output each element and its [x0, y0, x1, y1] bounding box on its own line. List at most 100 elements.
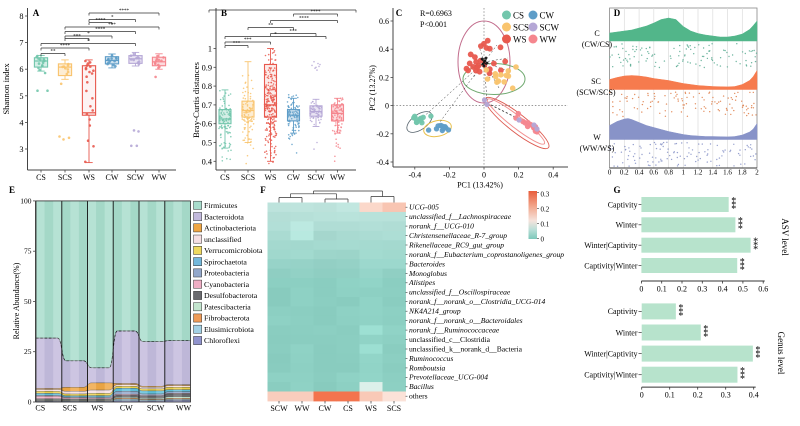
- svg-text:*: *: [740, 257, 745, 268]
- svg-text:-0.2: -0.2: [443, 171, 456, 180]
- svg-text:0.3: 0.3: [721, 391, 731, 400]
- svg-text:Captivity: Captivity: [608, 200, 638, 209]
- svg-text:WW: WW: [176, 404, 192, 413]
- svg-text:0.5: 0.5: [738, 285, 748, 294]
- svg-text:*: *: [740, 374, 745, 385]
- svg-text:*: *: [678, 307, 683, 318]
- svg-text:0: 0: [639, 285, 643, 294]
- svg-text:***: ***: [244, 38, 252, 43]
- svg-text:Elusimicrobiota: Elusimicrobiota: [204, 325, 254, 334]
- svg-text:Romboutsia: Romboutsia: [408, 363, 445, 372]
- svg-text:unclassified_c__Clostridia: unclassified_c__Clostridia: [409, 335, 491, 344]
- svg-text:Proteobacteria: Proteobacteria: [204, 269, 250, 278]
- svg-text:F: F: [260, 185, 266, 195]
- svg-text:WS: WS: [365, 404, 377, 413]
- svg-text:Fibrobacterota: Fibrobacterota: [204, 314, 250, 323]
- svg-text:Winter|Captivity: Winter|Captivity: [584, 349, 637, 358]
- svg-text:SCW: SCW: [540, 23, 560, 33]
- svg-text:Bacillus: Bacillus: [409, 382, 434, 391]
- svg-text:*: *: [731, 196, 736, 207]
- svg-text:norank_f__UCG-010: norank_f__UCG-010: [409, 222, 474, 231]
- svg-text:D: D: [614, 8, 621, 18]
- svg-text:SCW: SCW: [127, 173, 145, 182]
- svg-text:-0.4: -0.4: [376, 158, 389, 167]
- svg-text:Verrucomicrobiota: Verrucomicrobiota: [204, 246, 263, 255]
- svg-text:7: 7: [19, 39, 23, 48]
- svg-text:75: 75: [24, 247, 32, 256]
- svg-text:*: *: [755, 349, 760, 360]
- svg-text:****: ****: [311, 10, 322, 15]
- svg-text:0: 0: [541, 235, 545, 243]
- svg-text:1: 1: [208, 45, 212, 54]
- svg-text:*: *: [738, 216, 743, 227]
- svg-text:0.1: 0.1: [665, 391, 675, 400]
- svg-text:*: *: [740, 265, 745, 276]
- svg-text:CW: CW: [319, 404, 332, 413]
- svg-text:WS: WS: [83, 173, 95, 182]
- svg-text:SCW: SCW: [307, 173, 325, 182]
- svg-text:Ruminococcus: Ruminococcus: [408, 354, 453, 363]
- svg-text:0.5: 0.5: [202, 139, 212, 148]
- svg-text:0.3: 0.3: [697, 285, 707, 294]
- svg-text:Bray-Curtis distances: Bray-Curtis distances: [191, 61, 201, 138]
- svg-text:Relative Abundance(%): Relative Abundance(%): [12, 262, 21, 339]
- svg-text:5: 5: [19, 92, 23, 101]
- svg-text:*: *: [740, 370, 745, 381]
- svg-text:unclassified_f__Oscillospirace: unclassified_f__Oscillospiraceae: [409, 288, 511, 297]
- svg-text:Bacteroides: Bacteroides: [409, 259, 445, 268]
- svg-text:****: ****: [60, 44, 71, 49]
- svg-text:0.1: 0.1: [541, 220, 550, 228]
- svg-text:WW: WW: [330, 173, 346, 182]
- svg-text:SCS: SCS: [513, 23, 529, 33]
- svg-text:Spirochaetota: Spirochaetota: [204, 257, 247, 266]
- svg-text:*: *: [111, 16, 114, 21]
- svg-text:8: 8: [19, 12, 23, 21]
- svg-text:0.8: 0.8: [664, 169, 673, 177]
- svg-text:B: B: [221, 8, 227, 18]
- svg-text:C: C: [396, 8, 403, 18]
- svg-text:SCS: SCS: [387, 404, 401, 413]
- svg-text:Actinobacteriota: Actinobacteriota: [204, 224, 256, 233]
- svg-text:Monoglobus: Monoglobus: [408, 269, 447, 278]
- svg-text:*: *: [703, 324, 708, 335]
- svg-text:*: *: [731, 204, 736, 215]
- svg-text:SCW: SCW: [147, 404, 165, 413]
- svg-text:Shannon index: Shannon index: [1, 63, 11, 115]
- svg-text:**: **: [51, 50, 57, 55]
- svg-text:WW: WW: [294, 404, 310, 413]
- svg-text:0.6: 0.6: [202, 120, 212, 129]
- svg-text:C: C: [594, 29, 599, 38]
- svg-text:0.2: 0.2: [541, 205, 550, 213]
- svg-text:norank_f__norank_o__Bacteroida: norank_f__norank_o__Bacteroidales: [409, 316, 523, 325]
- svg-text:Firmicutes: Firmicutes: [204, 201, 237, 210]
- svg-text:0.2: 0.2: [379, 73, 389, 82]
- svg-text:2: 2: [755, 169, 759, 177]
- svg-text:WW: WW: [540, 35, 557, 45]
- svg-text:norank_f__Ruminococcaceae: norank_f__Ruminococcaceae: [409, 326, 500, 335]
- svg-text:norank_f__norank_o__Clostridia: norank_f__norank_o__Clostridia_UCG-014: [409, 297, 545, 306]
- svg-text:1.2: 1.2: [694, 169, 703, 177]
- svg-text:*: *: [755, 345, 760, 356]
- svg-text:unclassified: unclassified: [204, 235, 241, 244]
- svg-text:WS: WS: [265, 173, 277, 182]
- svg-text:0.6: 0.6: [758, 285, 768, 294]
- svg-text:0.6: 0.6: [649, 169, 658, 177]
- svg-text:0.3: 0.3: [541, 191, 550, 199]
- svg-text:Desulfobacterota: Desulfobacterota: [204, 291, 258, 300]
- svg-text:*: *: [678, 311, 683, 322]
- svg-text:1: 1: [682, 169, 686, 177]
- svg-text:CW: CW: [287, 173, 300, 182]
- svg-text:****: ****: [96, 19, 107, 24]
- svg-text:0.6: 0.6: [379, 17, 389, 26]
- svg-text:norank_f__Eubacterium_coprosta: norank_f__Eubacterium_coprostanoligenes_…: [409, 250, 564, 259]
- svg-text:*: *: [755, 353, 760, 364]
- svg-text:**: **: [268, 24, 274, 29]
- svg-text:1.4: 1.4: [708, 169, 717, 177]
- svg-text:*: *: [753, 237, 758, 248]
- svg-text:W: W: [593, 133, 601, 142]
- svg-text:0: 0: [28, 398, 32, 407]
- svg-text:*: *: [740, 366, 745, 377]
- svg-text:*: *: [678, 303, 683, 314]
- svg-text:0.7: 0.7: [202, 101, 212, 110]
- svg-text:*: *: [740, 261, 745, 272]
